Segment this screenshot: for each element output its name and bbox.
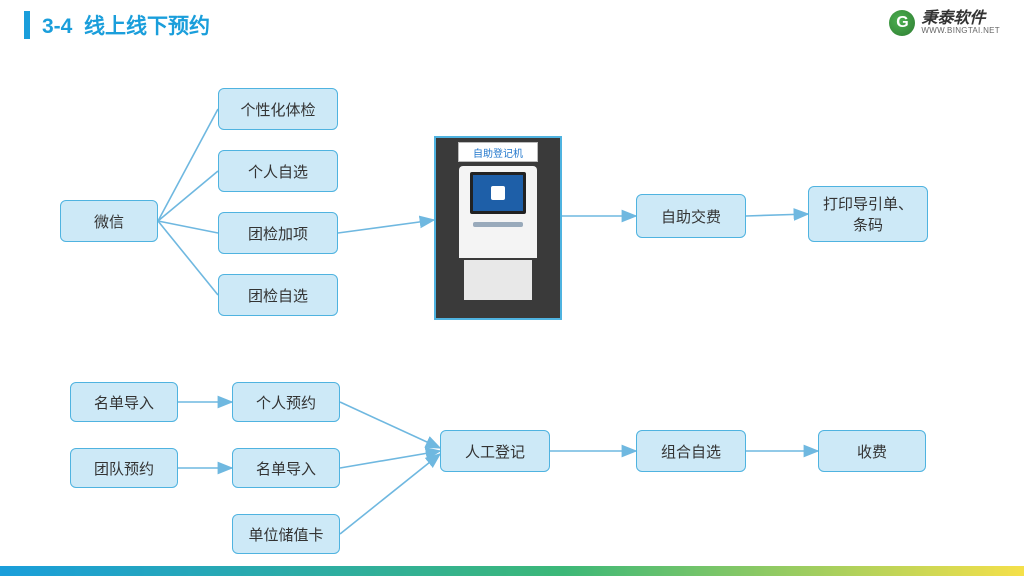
- title-text: 线上线下预约: [84, 15, 210, 38]
- footer-gradient-bar: [0, 566, 1024, 576]
- node-self-pay: 自助交费: [636, 194, 746, 238]
- logo-icon: G: [889, 10, 915, 36]
- slide-title: 3-4 线上线下预约: [42, 10, 210, 40]
- node-group-self: 团检自选: [218, 274, 338, 316]
- node-fee: 收费: [818, 430, 926, 472]
- node-personal-book: 个人预约: [232, 382, 340, 422]
- kiosk-body: [459, 166, 537, 258]
- section-number: 3-4: [42, 15, 72, 38]
- slide-header: 3-4 线上线下预约 G 秉泰软件 WWW.BINGTAI.NET: [0, 0, 1024, 50]
- node-combo-select: 组合自选: [636, 430, 746, 472]
- node-print: 打印导引单、条码: [808, 186, 928, 242]
- node-list-import-1: 名单导入: [70, 382, 178, 422]
- kiosk-screen: [470, 172, 526, 214]
- node-self-select: 个人自选: [218, 150, 338, 192]
- node-team-book: 团队预约: [70, 448, 178, 488]
- node-group-add: 团检加项: [218, 212, 338, 254]
- node-wechat: 微信: [60, 200, 158, 242]
- brand-logo: G 秉泰软件 WWW.BINGTAI.NET: [889, 10, 1000, 36]
- logo-cn-text: 秉泰软件: [921, 11, 1000, 27]
- node-personalized: 个性化体检: [218, 88, 338, 130]
- node-unit-card: 单位储值卡: [232, 514, 340, 554]
- node-manual-reg: 人工登记: [440, 430, 550, 472]
- kiosk-label: 自助登记机: [458, 142, 538, 162]
- node-list-import-2: 名单导入: [232, 448, 340, 488]
- kiosk-base: [464, 260, 532, 300]
- kiosk-image: 自助登记机: [434, 136, 562, 320]
- logo-url-text: WWW.BINGTAI.NET: [921, 27, 1000, 35]
- kiosk-slot: [473, 222, 523, 227]
- flowchart-canvas: 微信 个性化体检 个人自选 团检加项 团检自选 自助交费 打印导引单、条码 名单…: [0, 50, 1024, 560]
- title-accent-bar: [24, 11, 30, 39]
